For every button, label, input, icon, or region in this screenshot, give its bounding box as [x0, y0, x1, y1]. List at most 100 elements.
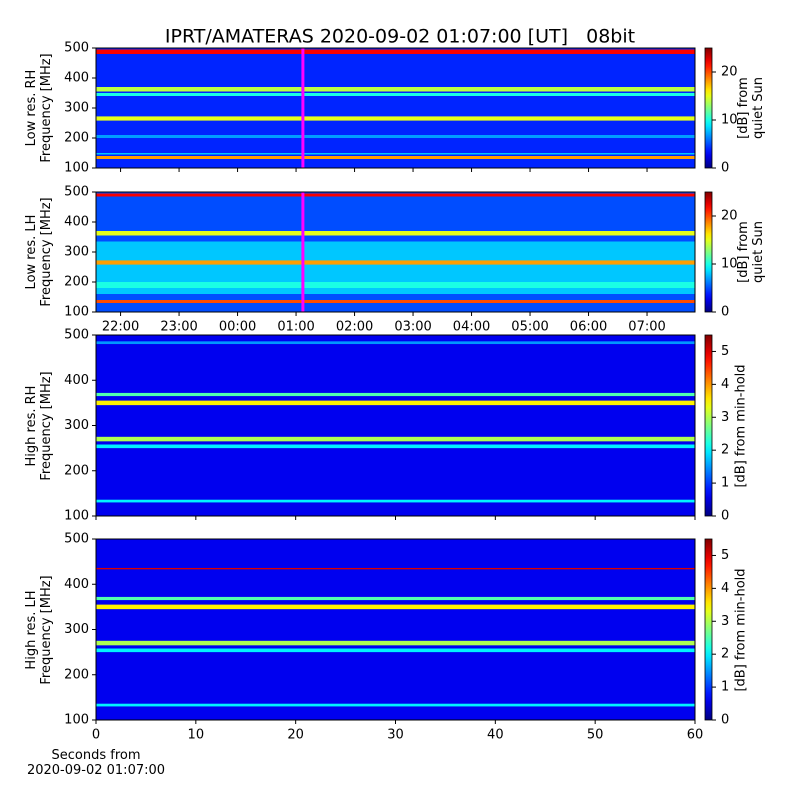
colorbar — [704, 47, 713, 169]
colorbar-tick-label: 4 — [721, 581, 729, 596]
heatmap — [96, 192, 695, 312]
colorbar-tick-label: 1 — [721, 680, 729, 695]
y-tick-label: 100 — [64, 305, 89, 320]
band — [96, 282, 695, 288]
band — [96, 567, 695, 570]
x-tick-label: 23:00 — [160, 320, 197, 335]
x-tick-label: 07:00 — [628, 320, 665, 335]
band — [96, 231, 695, 236]
y-axis-label: Low res. RH Frequency [MHz] — [24, 53, 54, 163]
colorbar-tick-label: 4 — [721, 377, 729, 392]
x-tick-label: 10 — [188, 728, 205, 743]
band — [96, 703, 695, 707]
band — [96, 400, 695, 406]
colorbar — [704, 538, 713, 721]
y-tick-label: 400 — [64, 215, 89, 230]
y-tick-label: 500 — [64, 532, 89, 547]
colorbar-label: [dB] from quiet Sun — [736, 220, 766, 284]
colorbar-tick-label: 3 — [721, 614, 729, 629]
colorbar-label: [dB] from quiet Sun — [736, 76, 766, 140]
band — [96, 648, 695, 653]
y-tick-label: 300 — [64, 245, 89, 260]
x-tick-label: 05:00 — [511, 320, 548, 335]
band — [96, 260, 695, 265]
x-tick-label: 04:00 — [453, 320, 490, 335]
x-tick-label: 50 — [587, 728, 604, 743]
colorbar-label: [dB] from min-hold — [733, 363, 749, 488]
band — [96, 93, 695, 96]
x-axis-label: Seconds from 2020-09-02 01:07:00 — [26, 748, 166, 778]
y-tick-label: 100 — [64, 161, 89, 176]
colorbar-tick-label: 0 — [721, 713, 729, 728]
colorbar-tick-label: 10 — [721, 113, 738, 128]
colorbar-tick-label: 2 — [721, 647, 729, 662]
band — [96, 156, 695, 159]
y-tick-label: 100 — [64, 509, 89, 524]
x-tick-label: 02:00 — [336, 320, 373, 335]
band — [96, 87, 695, 92]
y-tick-label: 200 — [64, 131, 89, 146]
y-tick-label: 400 — [64, 71, 89, 86]
band — [96, 341, 695, 345]
y-tick-label: 200 — [64, 275, 89, 290]
x-tick-label: 00:00 — [219, 320, 256, 335]
heatmap — [96, 335, 695, 516]
y-tick-label: 200 — [64, 463, 89, 478]
background-cell — [96, 335, 695, 516]
y-axis-label: High res. LH Frequency [MHz] — [24, 574, 54, 685]
y-tick-label: 300 — [64, 101, 89, 116]
band — [96, 193, 695, 197]
x-tick-label: 06:00 — [570, 320, 607, 335]
colorbar-tick-label: 20 — [721, 65, 738, 80]
y-tick-label: 200 — [64, 667, 89, 682]
y-tick-label: 300 — [64, 418, 89, 433]
band — [96, 300, 695, 303]
x-tick-label: 0 — [92, 728, 100, 743]
band — [96, 116, 695, 121]
y-axis-label: Low res. LH Frequency [MHz] — [24, 197, 54, 307]
y-tick-label: 400 — [64, 373, 89, 388]
band — [96, 392, 695, 397]
band — [96, 49, 695, 54]
colorbar-tick-label: 0 — [721, 305, 729, 320]
colorbar-tick-label: 3 — [721, 410, 729, 425]
x-tick-label: 22:00 — [102, 320, 139, 335]
colorbar-tick-label: 10 — [721, 257, 738, 272]
colorbar-tick-label: 2 — [721, 443, 729, 458]
x-tick-label: 40 — [487, 728, 504, 743]
band — [96, 444, 695, 449]
y-tick-label: 500 — [64, 185, 89, 200]
band — [96, 135, 695, 138]
x-tick-label: 03:00 — [394, 320, 431, 335]
colorbar-tick-label: 0 — [721, 161, 729, 176]
colorbar-tick-label: 1 — [721, 476, 729, 491]
band — [96, 604, 695, 610]
x-tick-label: 01:00 — [277, 320, 314, 335]
heatmap — [96, 539, 695, 720]
y-tick-label: 500 — [64, 328, 89, 343]
colorbar-tick-label: 5 — [721, 548, 729, 563]
colorbar — [704, 334, 713, 517]
colorbar-tick-label: 0 — [721, 509, 729, 524]
band — [96, 499, 695, 503]
background-cell — [96, 48, 695, 168]
background-cell — [96, 539, 695, 720]
band — [96, 153, 695, 155]
y-tick-label: 300 — [64, 622, 89, 637]
colorbar-label: [dB] from min-hold — [733, 567, 749, 692]
y-tick-label: 100 — [64, 713, 89, 728]
y-tick-label: 400 — [64, 577, 89, 592]
colorbar-tick-label: 20 — [721, 209, 738, 224]
y-tick-label: 500 — [64, 41, 89, 56]
colorbar — [704, 191, 713, 313]
band — [96, 596, 695, 601]
colorbar-tick-label: 5 — [721, 344, 729, 359]
chart-title: IPRT/AMATERAS 2020-09-02 01:07:00 [UT] 0… — [165, 26, 635, 48]
y-axis-label: High res. RH Frequency [MHz] — [24, 370, 54, 481]
x-tick-label: 30 — [387, 728, 404, 743]
band — [96, 640, 695, 646]
x-tick-label: 20 — [287, 728, 304, 743]
x-tick-label: 60 — [687, 728, 704, 743]
